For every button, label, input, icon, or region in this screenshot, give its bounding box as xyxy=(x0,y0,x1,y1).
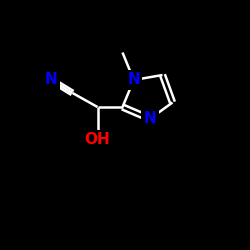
Text: OH: OH xyxy=(84,132,110,148)
Text: N: N xyxy=(144,111,156,126)
Text: N: N xyxy=(45,72,58,88)
Text: N: N xyxy=(128,72,140,88)
